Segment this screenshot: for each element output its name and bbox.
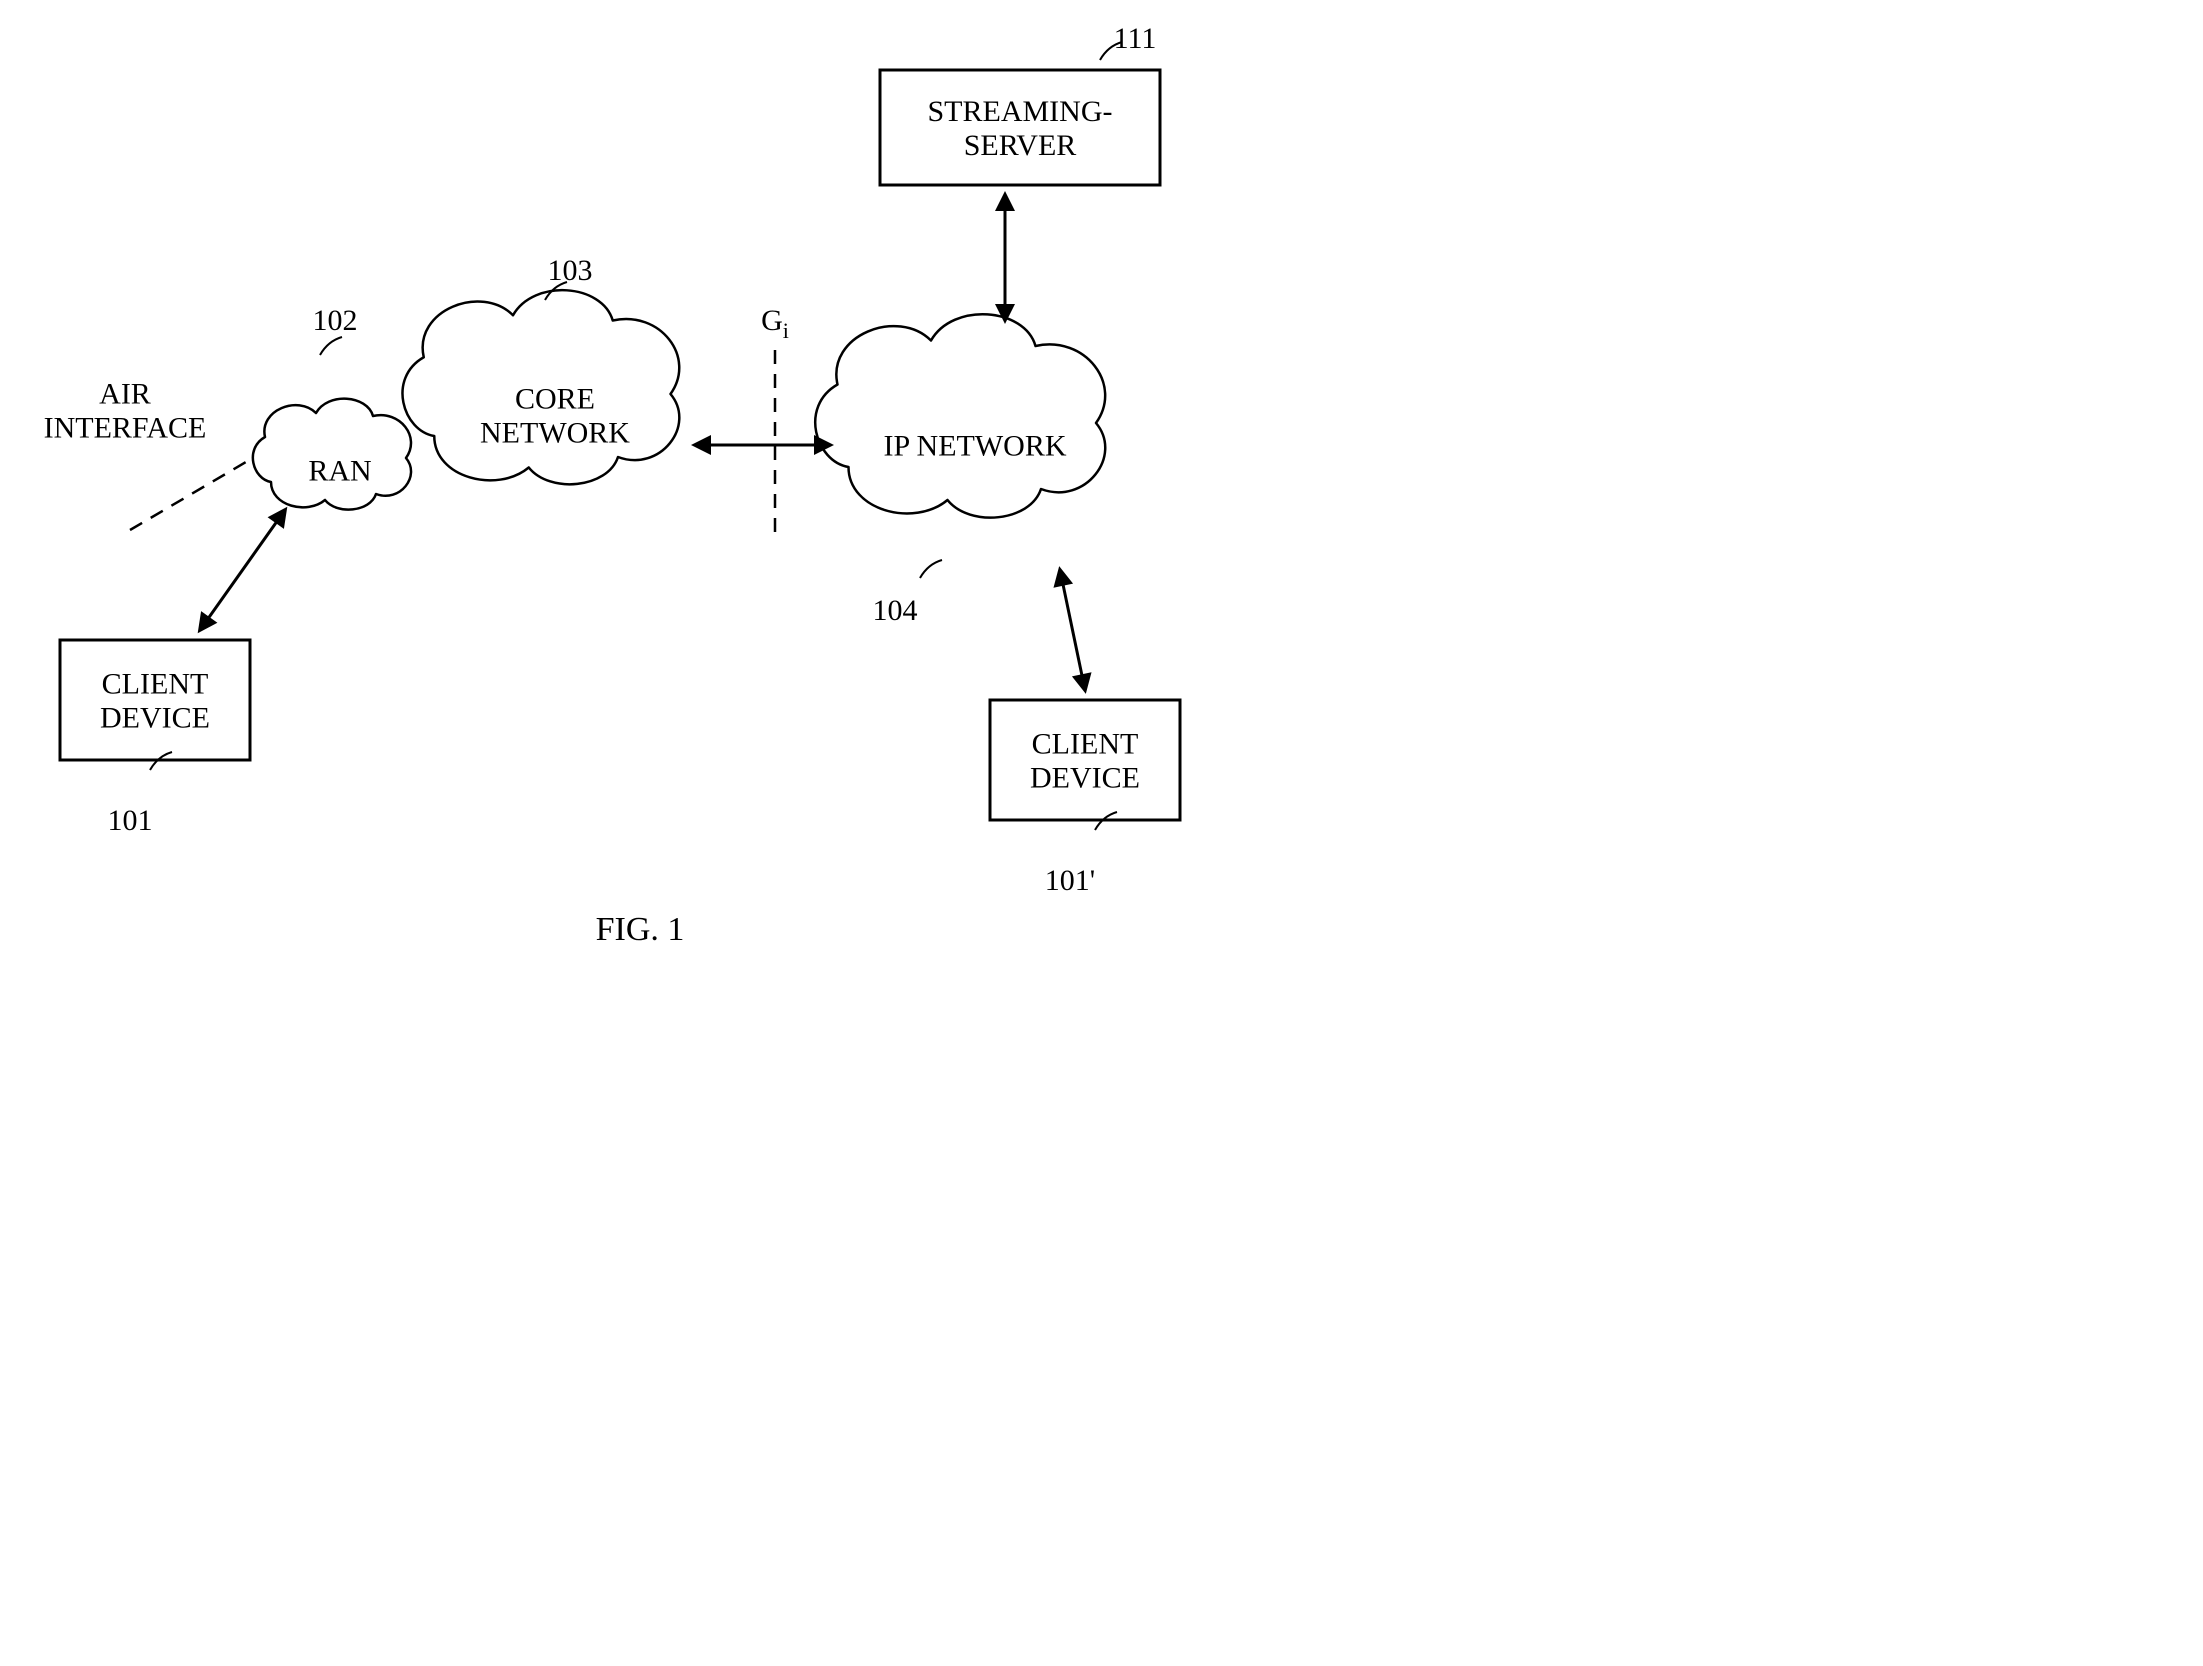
- figure-title: FIG. 1: [596, 911, 685, 948]
- cloud-core-label: NETWORK: [480, 416, 630, 449]
- ref-number: 111: [1114, 22, 1157, 55]
- box-client-left-label: DEVICE: [100, 701, 210, 734]
- cloud-ran-label: RAN: [308, 455, 371, 488]
- box-streaming-server-label: SERVER: [964, 129, 1077, 162]
- ref-number: 101': [1045, 864, 1095, 897]
- cloud-core-label: CORE: [515, 383, 595, 416]
- ref-number: 101: [108, 804, 153, 837]
- box-client-right-label: DEVICE: [1030, 761, 1140, 794]
- box-client-left-label: CLIENT: [102, 668, 209, 701]
- air-interface-label: INTERFACE: [44, 411, 207, 444]
- connector-ip-client-right: [1060, 570, 1085, 690]
- ref-number: 102: [313, 304, 358, 337]
- ref-tick: [920, 560, 942, 578]
- air-interface-label: AIR: [99, 378, 151, 411]
- ref-tick: [320, 337, 342, 355]
- cloud-ip: [815, 314, 1105, 517]
- box-client-right-label: CLIENT: [1032, 728, 1139, 761]
- ref-number: 103: [548, 254, 593, 287]
- gi-label: Gi: [761, 304, 789, 343]
- ref-number: 104: [873, 594, 918, 627]
- connector-client-left-ran: [200, 510, 285, 630]
- cloud-ip-label: IP NETWORK: [883, 430, 1066, 463]
- box-streaming-server-label: STREAMING-: [928, 95, 1113, 128]
